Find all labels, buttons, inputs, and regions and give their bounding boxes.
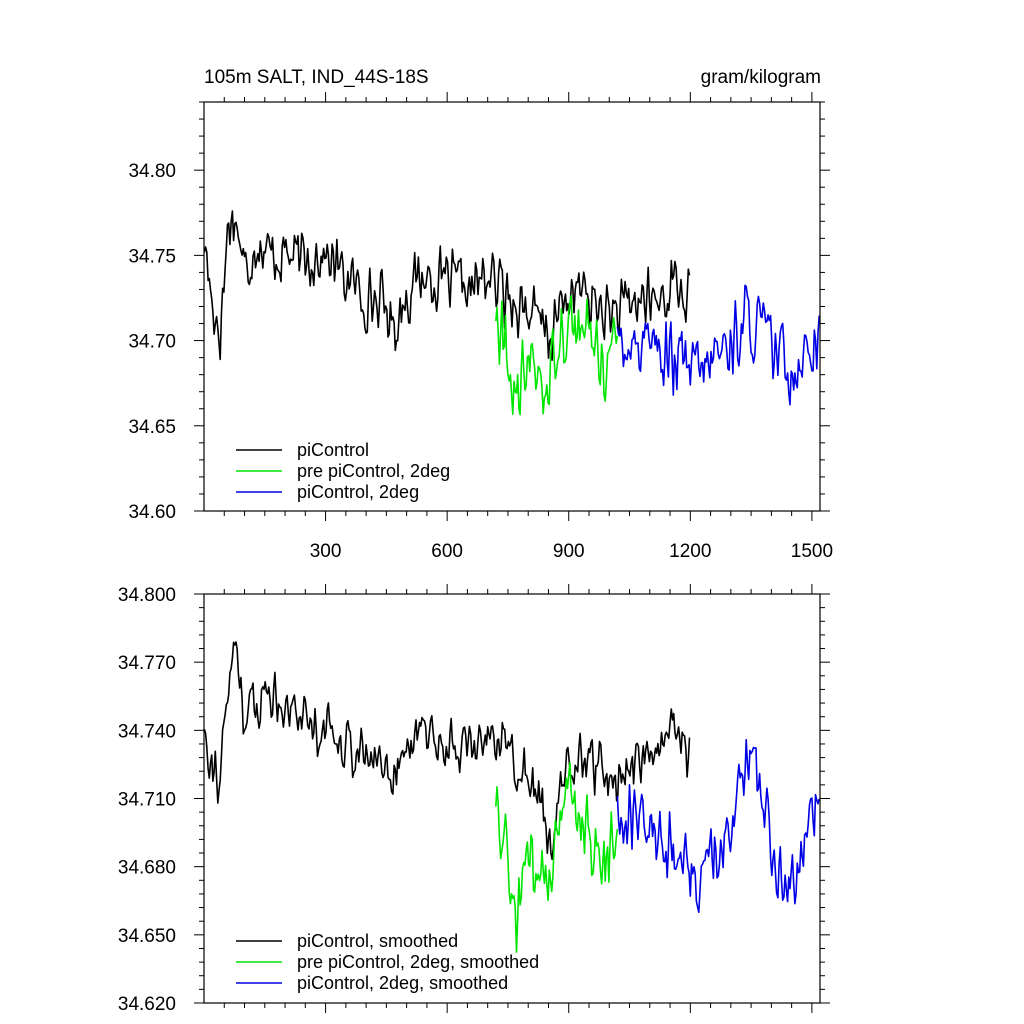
legend-label-0: piControl [297,440,369,460]
series-line-2 [616,284,820,406]
y-tick-label: 34.680 [118,858,176,879]
series-line-2 [616,738,820,913]
series-line-1 [495,294,619,416]
legend-label-2: piControl, 2deg [297,482,419,502]
bottom-ticks: 34.620 34.650 34.680 34.710 34.740 34.770 34.8… [118,584,830,1015]
y-tick-label: 34.80 [128,161,176,182]
x-tick-label: 1200 [669,541,711,562]
y-tick-label: 34.65 [128,417,176,438]
legend-label-0: piControl, smoothed [297,931,458,951]
y-tick-label: 34.800 [118,585,176,606]
y-tick-label: 34.60 [128,502,176,523]
legend-label-2: piControl, 2deg, smoothed [297,973,508,993]
y-tick-label: 34.620 [118,994,176,1015]
series-line-0 [203,210,691,361]
top-ticks: 300 600 900 1200 1500 34.60 34.65 34.70 34.75 34.… [128,92,833,562]
legend-label-1: pre piControl, 2deg [297,461,450,481]
top-title-right: gram/kilogram [701,67,821,88]
legend-label-1: pre piControl, 2deg, smoothed [297,952,539,972]
top-title-left: 105m SALT, IND_44S-18S [204,67,429,88]
bottom-plot-frame [203,593,821,1004]
y-tick-label: 34.75 [128,246,176,267]
series-line-0 [203,641,691,861]
bottom-panel: 34.620 34.650 34.680 34.710 34.740 34.770 34.8… [118,584,830,1015]
bottom-series [203,641,820,953]
y-tick-label: 34.650 [118,926,176,947]
x-tick-label: 900 [553,541,585,562]
series-line-1 [495,761,619,953]
top-plot-frame [203,101,821,512]
x-tick-label: 1500 [791,541,833,562]
y-tick-label: 34.710 [118,790,176,811]
y-tick-label: 34.770 [118,653,176,674]
x-tick-label: 300 [310,541,342,562]
x-tick-label: 600 [431,541,463,562]
top-panel: 105m SALT, IND_44S-18S gram/kilogram 300… [128,67,833,562]
y-tick-label: 34.740 [118,721,176,742]
y-tick-label: 34.70 [128,332,176,353]
top-series [203,210,820,416]
